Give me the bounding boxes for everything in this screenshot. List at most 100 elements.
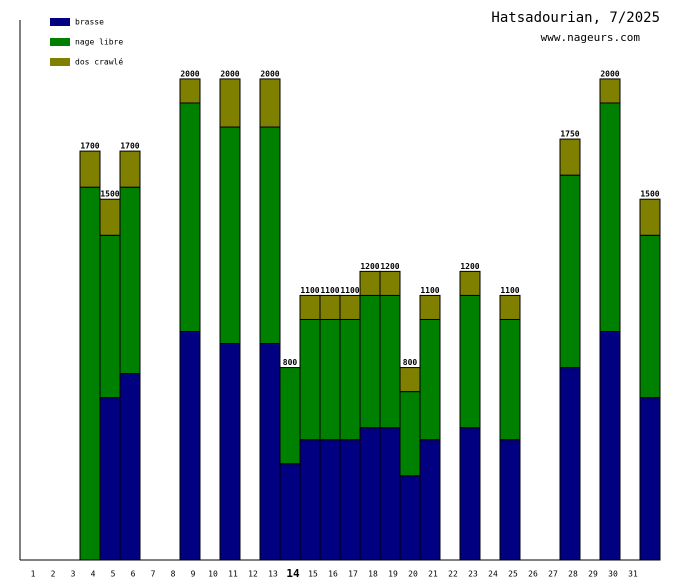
x-tick-label: 21 <box>428 570 438 579</box>
bar-segment <box>399 391 421 477</box>
x-tick-label: 29 <box>588 570 598 579</box>
x-tick-label: 16 <box>328 570 338 579</box>
bar-segment <box>399 367 421 393</box>
bar-segment <box>219 126 241 345</box>
bar-segment <box>639 397 661 561</box>
x-tick-label: 12 <box>248 570 258 579</box>
total-label: 2000 <box>260 69 279 78</box>
legend-label: brasse <box>75 18 104 27</box>
total-label: 800 <box>403 358 418 367</box>
total-label: 800 <box>283 358 298 367</box>
bar-segment <box>399 475 421 561</box>
x-tick-label: 8 <box>171 570 176 579</box>
total-label: 2000 <box>220 69 239 78</box>
total-label: 1100 <box>320 286 339 295</box>
bar-segment <box>99 397 121 561</box>
total-label: 1100 <box>300 286 319 295</box>
total-label: 1200 <box>360 262 379 271</box>
bar-segment <box>379 294 401 429</box>
bar-segment <box>599 330 621 561</box>
bar-segment <box>379 427 401 561</box>
legend-label: nage libre <box>75 38 123 47</box>
chart-subtitle: www.nageurs.com <box>541 31 641 44</box>
bar-segment <box>419 294 441 320</box>
x-tick-label: 18 <box>368 570 378 579</box>
x-tick-label: 22 <box>448 570 458 579</box>
total-label: 1700 <box>80 142 99 151</box>
x-tick-label: 11 <box>228 570 238 579</box>
x-tick-label: 27 <box>548 570 558 579</box>
bar-segment <box>99 198 121 236</box>
total-label: 1200 <box>460 262 479 271</box>
bar-segment <box>259 78 281 128</box>
bar-segment <box>179 78 201 104</box>
x-tick-label: 19 <box>388 570 398 579</box>
bar-segment <box>99 234 121 399</box>
total-label: 1750 <box>560 130 579 139</box>
x-tick-label: 9 <box>191 570 196 579</box>
bar-segment <box>259 343 281 561</box>
x-tick-label: 7 <box>151 570 156 579</box>
bar-segment <box>319 318 341 441</box>
bar-segment <box>219 78 241 128</box>
bar-segment <box>299 294 321 320</box>
bar-segment <box>179 330 201 561</box>
bar-segment <box>359 270 381 296</box>
bar-segment <box>119 150 141 188</box>
legend-swatch <box>50 38 70 46</box>
bar-segment <box>459 427 481 561</box>
bar-segment <box>359 427 381 561</box>
bar-segment <box>279 367 301 465</box>
x-tick-label: 30 <box>608 570 618 579</box>
bar-segment <box>339 318 361 441</box>
bar-segment <box>559 174 581 369</box>
bar-segment <box>79 150 101 188</box>
x-tick-label: 2 <box>51 570 56 579</box>
total-label: 1200 <box>380 262 399 271</box>
bar-segment <box>419 439 441 561</box>
bar-segment <box>119 373 141 561</box>
total-label: 1700 <box>120 142 139 151</box>
bar-segment <box>259 126 281 345</box>
bar-segment <box>599 78 621 104</box>
x-tick-label: 13 <box>268 570 278 579</box>
bar-segment <box>179 102 201 332</box>
bar-segment <box>559 367 581 561</box>
x-tick-label: 24 <box>488 570 498 579</box>
bar-segment <box>339 439 361 561</box>
x-tick-label: 23 <box>468 570 478 579</box>
bar-segment <box>499 318 521 441</box>
bar-segment <box>459 270 481 296</box>
x-tick-label: 10 <box>208 570 218 579</box>
bar-segment <box>339 294 361 320</box>
bar-segment <box>319 439 341 561</box>
x-tick-label: 28 <box>568 570 578 579</box>
chart-title: Hatsadourian, 7/2025 <box>491 10 660 26</box>
bar-segment <box>219 343 241 561</box>
bar-segment <box>79 186 101 561</box>
bar-segment <box>299 439 321 561</box>
legend-swatch <box>50 18 70 26</box>
x-tick-label: 20 <box>408 570 418 579</box>
x-tick-label: 17 <box>348 570 358 579</box>
x-tick-label: 6 <box>131 570 136 579</box>
total-label: 1100 <box>500 286 519 295</box>
total-label: 2000 <box>180 69 199 78</box>
bar-segment <box>639 198 661 236</box>
bar-segment <box>559 138 581 176</box>
bar-segment <box>419 318 441 441</box>
x-tick-label: 25 <box>508 570 518 579</box>
x-tick-label: 5 <box>111 570 116 579</box>
bar-segment <box>499 294 521 320</box>
total-label: 1100 <box>340 286 359 295</box>
bar-segment <box>319 294 341 320</box>
x-tick-label: 4 <box>91 570 96 579</box>
bar-segment <box>379 270 401 296</box>
x-tick-label: 1 <box>31 570 36 579</box>
bar-segment <box>359 294 381 429</box>
total-label: 1100 <box>420 286 439 295</box>
bar-segment <box>459 294 481 429</box>
total-label: 1500 <box>640 190 659 199</box>
legend-swatch <box>50 58 70 66</box>
